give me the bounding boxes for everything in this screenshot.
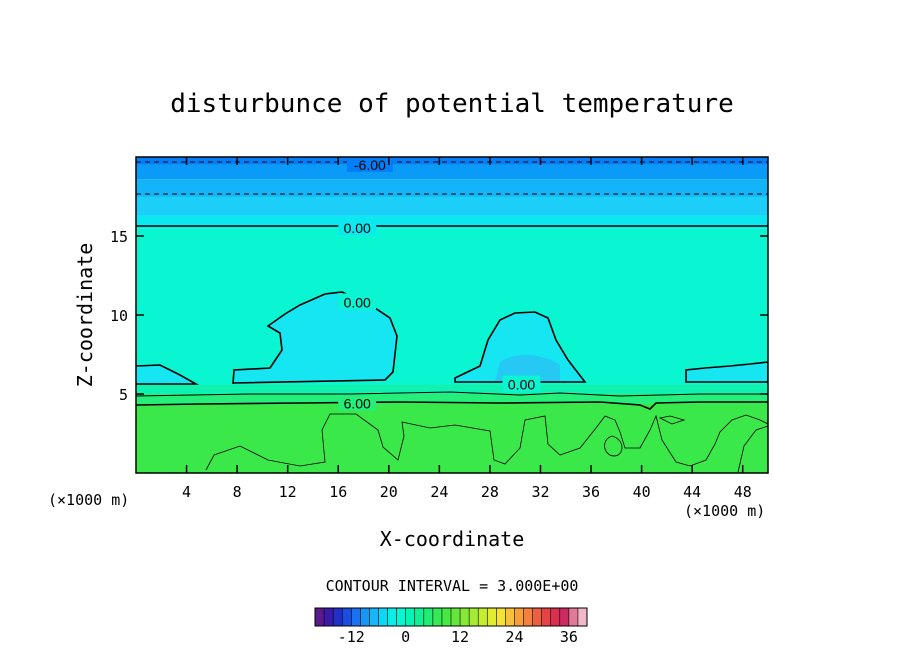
- contour-cell-right: [685, 361, 768, 383]
- x-tick-label: 24: [430, 483, 448, 501]
- x-tick-label: 16: [329, 483, 347, 501]
- contour-fill-band: [136, 215, 768, 229]
- colorbar-tick-label: 12: [451, 628, 469, 646]
- colorbar-swatch: [559, 608, 570, 626]
- contour-fill-band: [136, 196, 768, 216]
- colorbar-swatch: [505, 608, 515, 626]
- contour-fill-band: [136, 157, 768, 165]
- contour-cell-center-left: [232, 291, 398, 385]
- colorbar-swatch: [478, 608, 488, 626]
- contour-label: 6.00: [344, 395, 371, 411]
- contour-cell-fill: [686, 362, 768, 382]
- contour-label: 0.00: [344, 220, 371, 236]
- colorbar-swatch: [514, 608, 525, 626]
- colorbar-swatch: [342, 608, 352, 626]
- x-tick-label: 4: [182, 483, 191, 501]
- colorbar-swatch: [423, 608, 434, 626]
- x-unit-left: (×1000 m): [48, 491, 129, 509]
- colorbar-tick-label: 24: [505, 628, 523, 646]
- colorbar-swatch: [469, 608, 479, 626]
- contour-cell-fill: [233, 292, 397, 384]
- colorbar-swatch: [523, 608, 534, 626]
- colorbar-swatch: [360, 608, 370, 626]
- colorbar-swatch: [496, 608, 506, 626]
- colorbar-swatch: [333, 608, 343, 626]
- contour-line-six: [136, 401, 768, 410]
- x-unit-right: (×1000 m): [684, 502, 765, 520]
- contour-fill-band: [136, 384, 768, 394]
- contour-line-three: [136, 391, 768, 397]
- colorbar-swatch: [396, 608, 407, 626]
- contour-fill-band: [136, 164, 768, 180]
- colorbar-swatch: [577, 608, 588, 626]
- colorbar-swatch: [460, 608, 470, 626]
- contour-fill-band: [136, 403, 768, 473]
- colorbar-swatch: [414, 608, 425, 626]
- y-axis-label: Z-coordinate: [73, 243, 97, 388]
- contour-cell-fill: [136, 365, 196, 384]
- contour-label: -6.00: [354, 157, 386, 173]
- colorbar-swatch: [441, 608, 452, 626]
- x-tick-label: 32: [531, 483, 549, 501]
- y-tick-label: 10: [110, 307, 128, 325]
- colorbar-tick-label: 0: [401, 628, 410, 646]
- colorbar-swatch: [378, 608, 389, 626]
- contour-interval-label: CONTOUR INTERVAL = 3.000E+00: [326, 577, 579, 595]
- colorbar-swatch: [315, 608, 325, 626]
- colorbar-swatch: [541, 608, 552, 626]
- colorbar-tick-label: -12: [338, 628, 365, 646]
- colorbar-swatch: [324, 608, 334, 626]
- contour-cell-center: [454, 311, 587, 383]
- contour-label: 0.00: [344, 294, 371, 310]
- y-tick-label: 5: [119, 386, 128, 404]
- x-tick-label: 12: [279, 483, 297, 501]
- colorbar-swatch: [351, 608, 361, 626]
- contour-lower-1: [205, 413, 768, 471]
- contour-label: 0.00: [508, 377, 535, 393]
- contour-fill-band: [136, 228, 768, 385]
- colorbar-swatch: [387, 608, 398, 626]
- colorbar-swatch: [532, 608, 543, 626]
- colorbar-swatch: [369, 608, 379, 626]
- x-tick-label: 44: [683, 483, 701, 501]
- colorbar-swatch: [405, 608, 416, 626]
- x-axis-label: X-coordinate: [380, 527, 525, 551]
- colorbar: -12 0 12 24 36: [314, 607, 588, 646]
- x-tick-label: 48: [734, 483, 752, 501]
- colorbar-swatch: [487, 608, 497, 626]
- contour-cell-core: [495, 354, 560, 382]
- x-tick-label: 36: [582, 483, 600, 501]
- colorbar-swatch: [451, 608, 461, 626]
- x-tick-label: 20: [380, 483, 398, 501]
- x-tick-label: 28: [481, 483, 499, 501]
- colorbar-swatch: [432, 608, 443, 626]
- plot-area: -6.00 0.00 0.00 0.00 6.00: [136, 157, 768, 473]
- contour-lower-3: [658, 415, 686, 425]
- x-tick-label: 40: [633, 483, 651, 501]
- colorbar-swatch: [568, 608, 579, 626]
- contour-fill-band: [136, 394, 768, 404]
- contour-lower-2: [604, 435, 623, 457]
- contour-cell-left-edge: [136, 364, 200, 385]
- contour-fill-band: [136, 179, 768, 197]
- x-tick-label: 8: [233, 483, 242, 501]
- contour-lower-4: [737, 425, 768, 473]
- colorbar-swatch: [550, 608, 561, 626]
- colorbar-frame: [314, 607, 588, 627]
- chart-title: disturbunce of potential temperature: [170, 89, 734, 119]
- y-tick-label: 15: [110, 228, 128, 246]
- colorbar-tick-label: 36: [560, 628, 578, 646]
